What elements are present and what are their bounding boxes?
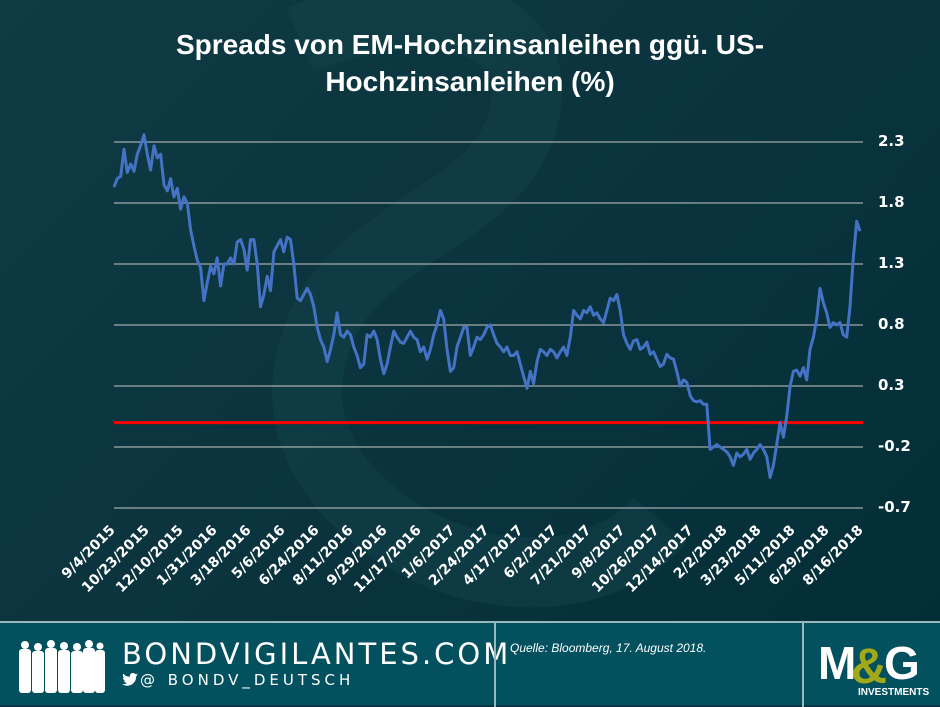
footer: BONDVIGILANTES.COM @ BONDV_DEUTSCH Quell…: [0, 621, 940, 707]
twitter-bird-icon: [122, 673, 138, 686]
svg-text:M: M: [818, 637, 854, 689]
source-note: Quelle: Bloomberg, 17. August 2018.: [510, 641, 707, 655]
watermark-ampersand: [0, 0, 940, 621]
line-chart: [112, 133, 863, 509]
mg-logo-icon: M & G: [818, 637, 920, 694]
y-tick-label: 0.8: [878, 315, 905, 333]
y-tick-label: -0.2: [878, 437, 911, 455]
svg-text:G: G: [884, 637, 920, 689]
chart-title-line2: Hochzinsanleihen (%): [325, 66, 615, 97]
mg-investments-logo: M & G INVESTMENTS: [818, 635, 938, 701]
twitter-handle-text: @ BONDV_DEUTSCH: [140, 671, 355, 689]
twitter-handle[interactable]: @ BONDV_DEUTSCH: [122, 671, 354, 689]
y-tick-label: -0.7: [878, 498, 911, 516]
y-tick-label: 2.3: [878, 132, 905, 150]
chart-title: Spreads von EM-Hochzinsanleihen ggü. US-…: [0, 26, 940, 100]
brand-website[interactable]: BONDVIGILANTES.COM: [122, 637, 512, 671]
y-tick-label: 0.3: [878, 376, 905, 394]
footer-divider-right: [802, 623, 804, 707]
svg-text:&: &: [851, 638, 887, 694]
background: [0, 0, 940, 621]
spread-series-line: [112, 133, 862, 479]
people-silhouette-icon: [19, 640, 105, 693]
mg-logo-subtitle: INVESTMENTS: [858, 687, 930, 698]
chart-title-line1: Spreads von EM-Hochzinsanleihen ggü. US-: [175, 29, 765, 60]
y-tick-label: 1.3: [878, 254, 905, 272]
footer-divider-left: [494, 623, 496, 707]
y-tick-label: 1.8: [878, 193, 905, 211]
